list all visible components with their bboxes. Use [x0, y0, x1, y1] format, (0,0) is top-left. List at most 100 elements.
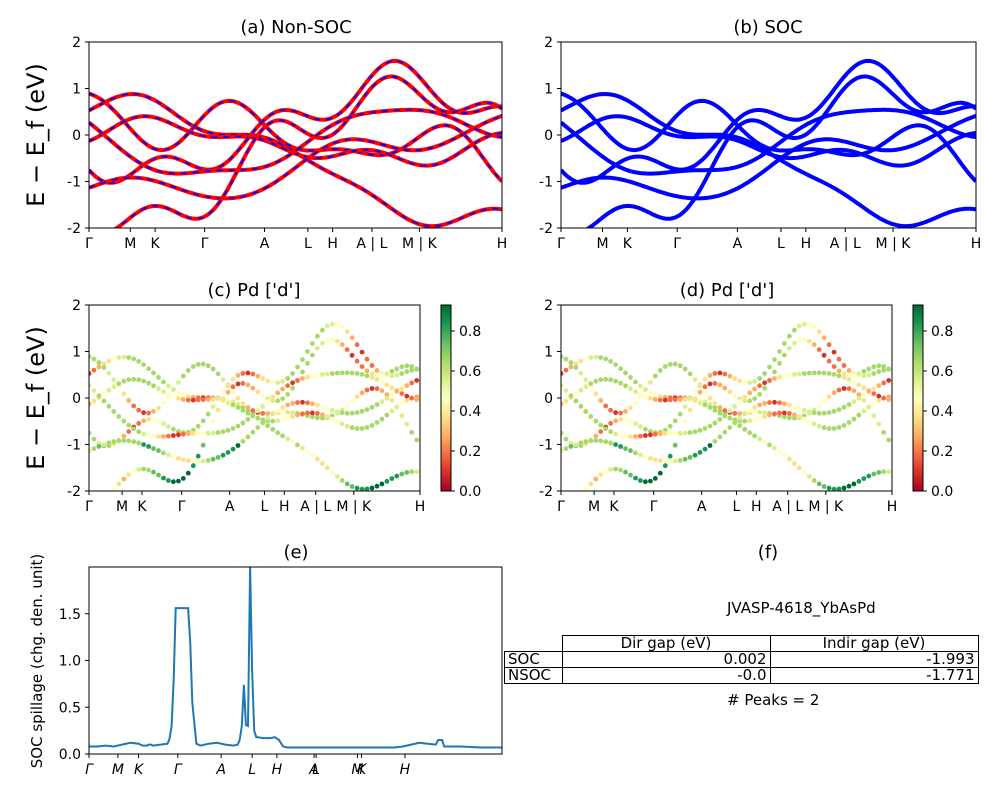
- projected-point: [682, 418, 688, 424]
- projected-point: [578, 440, 584, 446]
- projected-point: [91, 367, 97, 373]
- projected-point: [270, 380, 276, 385]
- projected-point: [623, 469, 628, 475]
- projected-point: [136, 467, 142, 472]
- projected-point: [667, 453, 673, 459]
- projected-point: [215, 455, 221, 460]
- projected-point: [623, 409, 628, 414]
- projected-point: [210, 418, 216, 424]
- projected-point: [151, 417, 156, 423]
- projected-point: [707, 381, 713, 387]
- projected-point: [846, 386, 852, 392]
- panel-a-axes: [88, 41, 503, 229]
- projected-point: [652, 392, 658, 398]
- projected-point: [399, 371, 405, 376]
- x-tick-label: A: [260, 236, 270, 252]
- projected-point: [389, 476, 395, 481]
- projected-point: [205, 363, 211, 369]
- projected-point: [569, 494, 574, 499]
- projected-point: [300, 399, 305, 405]
- projected-point: [662, 397, 668, 403]
- projected-point: [329, 416, 335, 422]
- projected-point: [369, 404, 375, 410]
- projected-point: [777, 410, 782, 416]
- projected-point: [772, 369, 777, 375]
- projected-point: [121, 433, 127, 439]
- projected-point: [334, 419, 340, 424]
- projected-point: [851, 379, 857, 385]
- projected-point: [574, 493, 579, 498]
- projected-point: [856, 412, 862, 418]
- y-tick-label: 0.5: [59, 700, 81, 716]
- projected-point: [811, 410, 817, 416]
- projected-point: [737, 423, 743, 429]
- projected-point: [687, 407, 693, 413]
- projected-point: [563, 367, 569, 373]
- projected-point: [250, 371, 256, 377]
- projected-point: [310, 401, 315, 407]
- projected-point: [176, 380, 181, 385]
- projected-point: [573, 398, 579, 404]
- projected-point: [583, 409, 589, 414]
- projected-point: [111, 377, 117, 383]
- projected-point: [185, 470, 191, 476]
- projected-point: [364, 373, 370, 379]
- projected-point: [796, 337, 802, 343]
- projected-point: [692, 452, 698, 458]
- projected-point: [200, 442, 206, 448]
- projected-point: [374, 420, 380, 425]
- projected-point: [339, 421, 345, 427]
- projected-point: [166, 383, 171, 389]
- projected-point: [578, 358, 584, 364]
- projected-point: [633, 475, 638, 481]
- projected-point: [598, 438, 604, 444]
- projected-point: [583, 377, 589, 383]
- projected-point: [220, 377, 226, 382]
- projected-point: [344, 481, 350, 487]
- projected-point: [270, 394, 276, 400]
- x-tick-label: Γ: [557, 499, 565, 515]
- projected-point: [121, 438, 127, 443]
- projected-point: [593, 433, 599, 439]
- projected-point: [563, 356, 569, 362]
- projected-point: [648, 380, 653, 385]
- projected-point: [359, 408, 365, 414]
- projected-point: [831, 408, 837, 414]
- projected-point: [354, 410, 360, 415]
- projected-point: [255, 425, 261, 430]
- projected-point: [732, 376, 738, 381]
- projected-point: [618, 380, 623, 386]
- projected-point: [220, 429, 226, 435]
- projected-point: [210, 404, 216, 409]
- projected-point: [374, 402, 380, 407]
- panel-c-axes: [88, 304, 421, 492]
- projected-point: [732, 420, 738, 426]
- x-tick-label: A | L: [356, 236, 387, 252]
- projected-point: [354, 371, 360, 376]
- projected-point: [180, 457, 186, 463]
- projected-point: [121, 354, 127, 360]
- projected-point: [682, 366, 688, 372]
- projected-point: [806, 370, 812, 376]
- projected-point: [677, 430, 683, 436]
- projected-point: [826, 410, 832, 415]
- projected-point: [111, 439, 117, 444]
- projected-point: [349, 410, 355, 416]
- projected-point: [787, 415, 792, 421]
- projected-point: [737, 415, 743, 421]
- projected-point: [672, 430, 678, 436]
- projected-point: [354, 394, 360, 400]
- projected-point: [618, 444, 623, 449]
- projected-point: [185, 431, 191, 437]
- projected-point: [568, 444, 574, 449]
- projected-point: [156, 418, 161, 424]
- projected-point: [643, 479, 648, 485]
- projected-point: [782, 401, 787, 407]
- projected-point: [364, 356, 370, 362]
- projected-point: [762, 401, 767, 406]
- x-tick-label: K: [150, 236, 160, 252]
- x-tick-label: A: [225, 499, 235, 515]
